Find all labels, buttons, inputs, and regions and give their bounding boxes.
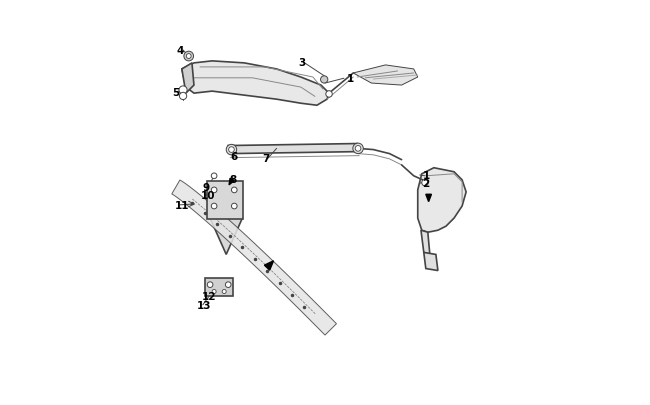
Text: 8: 8 [229, 174, 237, 184]
Text: 9: 9 [203, 183, 210, 193]
Circle shape [231, 204, 237, 209]
Text: 3: 3 [298, 58, 305, 68]
Circle shape [320, 77, 328, 84]
Circle shape [222, 290, 226, 294]
Circle shape [231, 188, 237, 193]
Polygon shape [228, 144, 359, 154]
Text: 2: 2 [422, 179, 430, 189]
Polygon shape [418, 168, 466, 232]
Circle shape [326, 92, 332, 98]
Text: 7: 7 [263, 154, 270, 164]
Circle shape [226, 145, 237, 156]
Text: 1: 1 [346, 74, 354, 84]
Circle shape [211, 173, 217, 179]
Polygon shape [229, 179, 234, 185]
Circle shape [187, 55, 191, 59]
Circle shape [179, 87, 187, 95]
Text: 1: 1 [422, 171, 430, 181]
Text: 6: 6 [230, 151, 237, 161]
Circle shape [229, 147, 234, 153]
Polygon shape [172, 181, 337, 335]
Circle shape [179, 93, 187, 100]
Text: 11: 11 [175, 200, 190, 210]
Text: 12: 12 [202, 291, 216, 301]
Polygon shape [182, 64, 194, 94]
Polygon shape [426, 195, 432, 202]
Circle shape [211, 204, 217, 209]
Circle shape [226, 282, 231, 288]
Circle shape [207, 282, 213, 288]
Text: 5: 5 [172, 88, 179, 98]
Polygon shape [424, 253, 438, 271]
Circle shape [422, 180, 428, 186]
Polygon shape [265, 261, 274, 271]
Polygon shape [210, 219, 242, 255]
Circle shape [211, 188, 217, 193]
Polygon shape [421, 231, 430, 255]
Polygon shape [182, 62, 329, 106]
Text: 4: 4 [177, 46, 184, 56]
Text: 10: 10 [202, 191, 216, 200]
FancyBboxPatch shape [207, 181, 243, 220]
Text: 13: 13 [197, 300, 212, 310]
Circle shape [356, 146, 361, 152]
Circle shape [184, 52, 194, 62]
Circle shape [212, 290, 216, 294]
Circle shape [353, 144, 363, 154]
Polygon shape [353, 66, 418, 86]
FancyBboxPatch shape [205, 278, 233, 296]
